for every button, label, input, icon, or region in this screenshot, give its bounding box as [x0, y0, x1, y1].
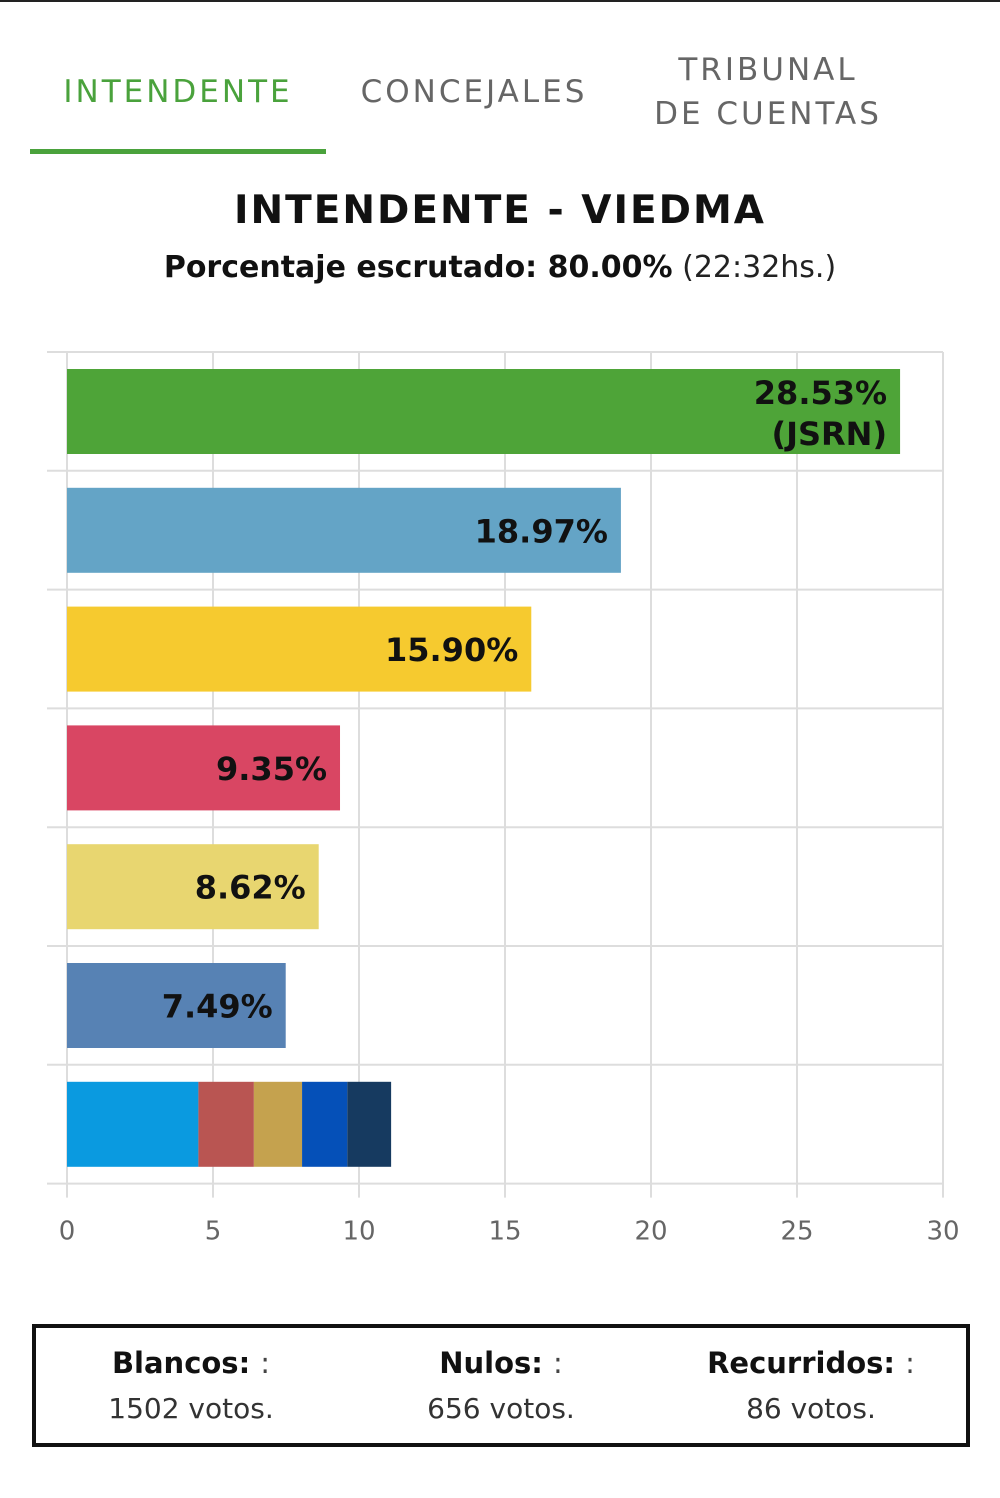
- tick-layer: 0 5 10 15 20 25 30: [59, 1217, 960, 1247]
- bar: [67, 606, 532, 692]
- bar: [67, 487, 621, 573]
- recurridos-header: Recurridos: :: [656, 1346, 966, 1380]
- bar: [67, 844, 319, 930]
- nulos-column: Nulos: : 656 votos.: [346, 1328, 656, 1443]
- nulos-header: Nulos: :: [346, 1346, 656, 1380]
- bar-label: 7.49%: [162, 988, 273, 1026]
- stacked-bar-segment: [302, 1081, 348, 1167]
- bar: [67, 369, 901, 454]
- x-tick-label: 5: [205, 1217, 222, 1247]
- nulos-label: Nulos:: [439, 1346, 543, 1380]
- tab-tribunal-de-cuentas[interactable]: TRIBUNAL DE CUENTAS: [630, 48, 906, 136]
- nulos-value: 656 votos.: [427, 1392, 575, 1425]
- page-title: INTENDENTE - VIEDMA: [234, 188, 766, 233]
- bar-label: 28.53%: [754, 374, 887, 412]
- bar-label: 9.35%: [216, 750, 327, 788]
- recurridos-sep: :: [905, 1346, 915, 1380]
- bar: [67, 963, 286, 1048]
- recurridos-value: 86 votos.: [746, 1392, 876, 1425]
- bar-label: 8.62%: [195, 869, 306, 907]
- tab-tribunal-line2: DE CUENTAS: [654, 96, 882, 132]
- tab-bar: INTENDENTE CONCEJALES TRIBUNAL DE CUENTA…: [0, 40, 1000, 160]
- active-tab-indicator: [30, 149, 326, 154]
- vote-summary-box: Blancos: : 1502 votos. Nulos: : 656 voto…: [32, 1324, 970, 1447]
- stacked-bar-segment: [198, 1081, 254, 1167]
- top-border: [0, 0, 1000, 2]
- x-tick-label: 15: [488, 1217, 521, 1247]
- x-tick-label: 10: [342, 1217, 375, 1247]
- blancos-value: 1502 votos.: [108, 1392, 274, 1425]
- x-tick-label: 30: [926, 1217, 959, 1247]
- recurridos-column: Recurridos: : 86 votos.: [656, 1328, 966, 1443]
- blancos-column: Blancos: : 1502 votos.: [36, 1328, 346, 1443]
- stacked-bar-segment: [347, 1081, 392, 1167]
- bar-label: 18.97%: [475, 512, 608, 550]
- x-tick-label: 0: [59, 1217, 76, 1247]
- progress-line: Porcentaje escrutado: 80.00% (22:32hs.): [0, 250, 1000, 285]
- bar-label-party: (JSRN): [771, 415, 887, 453]
- bar-label: 15.90%: [385, 631, 518, 669]
- grid-layer: [47, 351, 944, 1198]
- nulos-sep: :: [552, 1346, 563, 1380]
- x-tick-label: 25: [780, 1217, 813, 1247]
- blancos-sep: :: [260, 1346, 271, 1380]
- results-bar-chart: 28.53%(JSRN)18.97%15.90%9.35%8.62%7.49% …: [47, 351, 960, 1247]
- progress-label: Porcentaje escrutado: 80.00%: [163, 250, 673, 285]
- bar: [67, 725, 341, 811]
- tab-tribunal-line1: TRIBUNAL: [678, 52, 858, 88]
- timestamp: (22:32hs.): [682, 250, 837, 285]
- stacked-bar-segment: [67, 1081, 199, 1167]
- blancos-label: Blancos:: [111, 1346, 251, 1380]
- blancos-header: Blancos: :: [36, 1346, 346, 1380]
- recurridos-label: Recurridos:: [707, 1346, 896, 1380]
- bar-layer: 28.53%(JSRN) 18.97% 15.90% 9.35% 8.62% 7.49%: [67, 369, 901, 1167]
- x-tick-label: 20: [634, 1217, 667, 1247]
- tab-concejales[interactable]: CONCEJALES: [360, 74, 588, 110]
- stacked-bar-segment: [253, 1081, 303, 1167]
- tab-intendente[interactable]: INTENDENTE: [63, 74, 293, 110]
